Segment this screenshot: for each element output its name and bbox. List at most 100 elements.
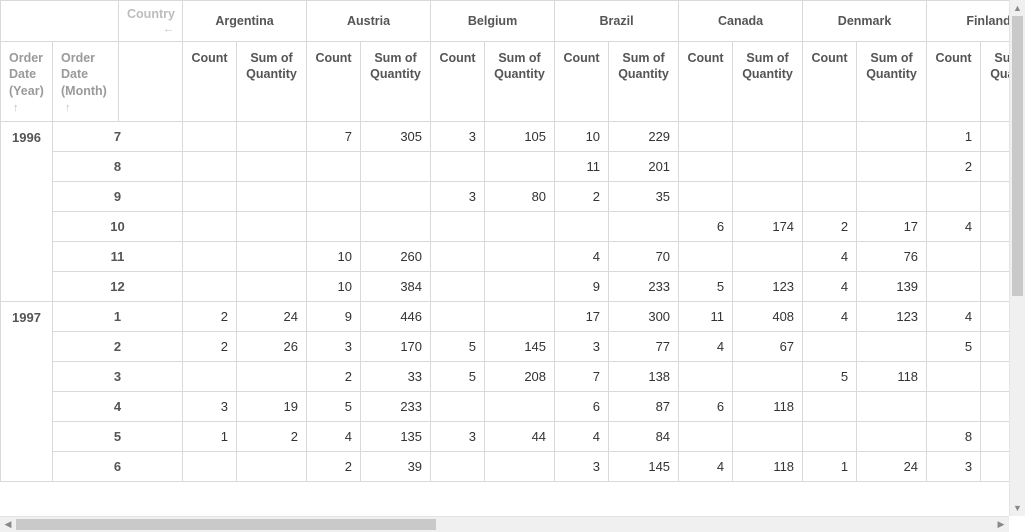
horizontal-scroll-thumb[interactable] — [16, 519, 436, 530]
measure-count-header[interactable]: Count — [927, 42, 981, 122]
measure-count-header[interactable]: Count — [183, 42, 237, 122]
sum-cell: 24 — [237, 302, 307, 332]
header-spacer — [119, 42, 183, 122]
sum-cell — [485, 152, 555, 182]
country-header[interactable]: Brazil — [555, 1, 679, 42]
count-cell — [927, 392, 981, 422]
count-cell — [803, 152, 857, 182]
table-row: 623931454118124344 — [1, 452, 1010, 482]
count-cell: 3 — [927, 452, 981, 482]
count-cell — [183, 212, 237, 242]
pivot-grid-container: Country←ArgentinaAustriaBelgiumBrazilCan… — [0, 0, 1025, 532]
measure-count-header[interactable]: Count — [555, 42, 609, 122]
sum-cell — [237, 182, 307, 212]
count-cell: 7 — [307, 122, 361, 152]
scroll-right-icon[interactable]: ▶ — [993, 517, 1009, 532]
count-cell — [679, 182, 733, 212]
count-cell — [307, 182, 361, 212]
count-cell — [183, 152, 237, 182]
sort-up-icon: ↑ — [65, 102, 71, 114]
sum-cell: 446 — [361, 302, 431, 332]
sum-cell: 44 — [981, 452, 1009, 482]
column-field-header[interactable]: Country← — [119, 1, 183, 42]
count-cell: 10 — [555, 122, 609, 152]
measure-sum-header[interactable]: Sum ofQuantity — [361, 42, 431, 122]
sum-cell — [981, 242, 1009, 272]
count-cell: 5 — [431, 362, 485, 392]
measure-count-header[interactable]: Count — [679, 42, 733, 122]
measure-sum-header[interactable]: Sum ofQuantity — [981, 42, 1009, 122]
sum-cell — [237, 272, 307, 302]
sum-cell — [237, 242, 307, 272]
count-cell — [183, 122, 237, 152]
sum-cell: 17 — [857, 212, 927, 242]
country-header[interactable]: Canada — [679, 1, 803, 42]
count-cell — [431, 242, 485, 272]
sum-cell — [857, 332, 927, 362]
table-row: 811201255 — [1, 152, 1010, 182]
count-cell: 1 — [803, 452, 857, 482]
sum-cell: 70 — [981, 302, 1009, 332]
sum-cell — [733, 182, 803, 212]
scroll-up-icon[interactable]: ▲ — [1010, 0, 1025, 16]
table-row: 2226317051453774675140 — [1, 332, 1010, 362]
sum-cell — [361, 212, 431, 242]
scroll-left-icon[interactable]: ◀ — [0, 517, 16, 532]
sum-cell: 170 — [361, 332, 431, 362]
row-field-month-header[interactable]: OrderDate(Month) ↑ — [53, 42, 119, 122]
sum-cell — [609, 212, 679, 242]
sum-cell: 118 — [733, 392, 803, 422]
count-cell: 2 — [555, 182, 609, 212]
country-header[interactable]: Austria — [307, 1, 431, 42]
count-cell — [183, 452, 237, 482]
sum-cell: 44 — [485, 422, 555, 452]
sum-cell: 84 — [609, 422, 679, 452]
measure-count-header[interactable]: Count — [803, 42, 857, 122]
count-cell — [183, 272, 237, 302]
measure-sum-header[interactable]: Sum ofQuantity — [857, 42, 927, 122]
measure-sum-header[interactable]: Sum ofQuantity — [733, 42, 803, 122]
scroll-down-icon[interactable]: ▼ — [1010, 500, 1025, 516]
pivot-grid-viewport: Country←ArgentinaAustriaBelgiumBrazilCan… — [0, 0, 1009, 516]
count-cell — [431, 302, 485, 332]
measure-sum-header[interactable]: Sum ofQuantity — [485, 42, 555, 122]
measure-sum-header[interactable]: Sum ofQuantity — [237, 42, 307, 122]
count-cell — [307, 212, 361, 242]
pivot-table: Country←ArgentinaAustriaBelgiumBrazilCan… — [0, 0, 1009, 482]
count-cell: 4 — [927, 302, 981, 332]
country-header[interactable]: Belgium — [431, 1, 555, 42]
sum-cell — [237, 362, 307, 392]
vertical-scrollbar[interactable]: ▲ ▼ — [1009, 0, 1025, 516]
year-cell: 1996 — [1, 122, 53, 302]
count-cell — [803, 332, 857, 362]
count-cell: 10 — [307, 272, 361, 302]
horizontal-scrollbar[interactable]: ◀ ▶ — [0, 516, 1009, 532]
sum-cell: 145 — [485, 332, 555, 362]
sum-cell: 118 — [857, 362, 927, 392]
count-cell: 5 — [803, 362, 857, 392]
measure-count-header[interactable]: Count — [307, 42, 361, 122]
count-cell: 5 — [927, 332, 981, 362]
month-cell: 2 — [53, 332, 183, 362]
row-field-year-header[interactable]: OrderDate(Year)↑ — [1, 42, 53, 122]
month-cell: 7 — [53, 122, 183, 152]
measure-count-header[interactable]: Count — [431, 42, 485, 122]
sum-cell: 70 — [609, 242, 679, 272]
count-cell — [555, 212, 609, 242]
country-header[interactable]: Argentina — [183, 1, 307, 42]
vertical-scroll-thumb[interactable] — [1012, 16, 1023, 296]
sum-cell: 140 — [981, 332, 1009, 362]
country-header[interactable]: Denmark — [803, 1, 927, 42]
row-field-label: OrderDate(Month) — [61, 51, 107, 98]
measure-sum-header[interactable]: Sum ofQuantity — [609, 42, 679, 122]
count-cell — [803, 392, 857, 422]
sum-cell: 87 — [609, 392, 679, 422]
year-cell: 1997 — [1, 302, 53, 482]
country-header[interactable]: Finland — [927, 1, 1009, 42]
sum-cell — [361, 152, 431, 182]
table-row: 51241353444848137 — [1, 422, 1010, 452]
sort-left-icon: ← — [163, 23, 174, 35]
count-cell: 2 — [183, 302, 237, 332]
sum-cell: 39 — [361, 452, 431, 482]
sum-cell — [237, 212, 307, 242]
